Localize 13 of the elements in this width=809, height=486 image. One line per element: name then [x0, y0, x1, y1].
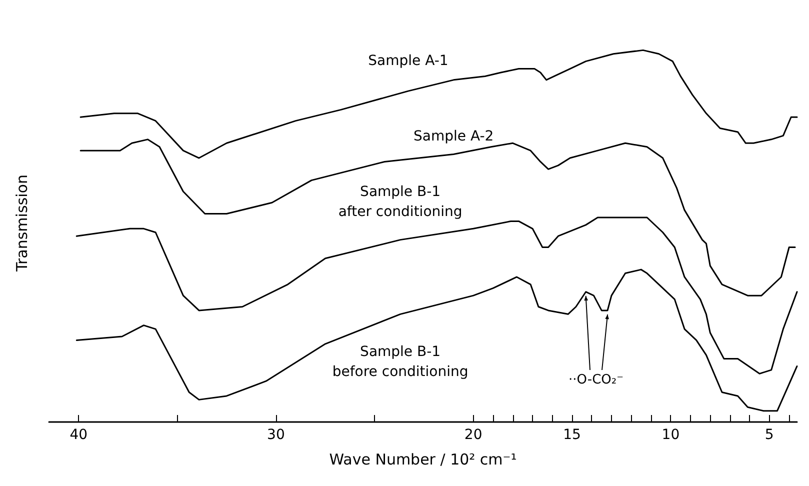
- series-label: Sample A-1: [368, 53, 448, 70]
- y-axis-title: Transmission: [13, 174, 31, 272]
- x-tick-label: 10: [662, 427, 680, 443]
- x-tick-label: 40: [70, 427, 88, 443]
- x-tick-label: 20: [464, 427, 482, 443]
- series-label: Sample B-1 after conditioning: [338, 184, 462, 220]
- x-tick-label: 5: [764, 427, 774, 443]
- x-axis-title: Wave Number / 10² cm⁻¹: [329, 450, 517, 468]
- x-tick-label: 15: [563, 427, 581, 443]
- series-label: Sample A-2: [414, 128, 494, 144]
- series-label: Sample B-1 before conditioning: [332, 344, 468, 380]
- annotation: ··O-CO₂⁻: [568, 372, 624, 388]
- x-tick-label: 30: [267, 427, 285, 443]
